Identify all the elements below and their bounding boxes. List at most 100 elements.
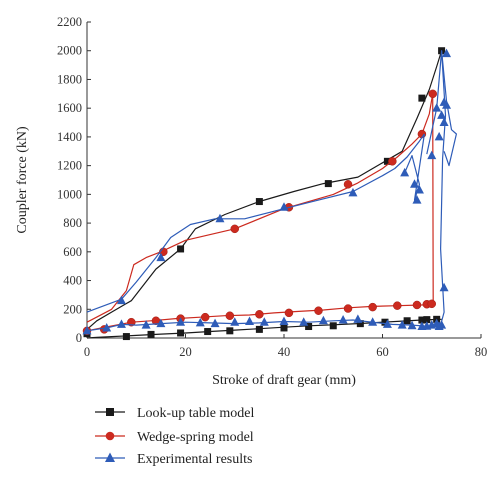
series-line-experimental-results (426, 50, 457, 167)
data-point-experimental-results (382, 319, 392, 328)
data-point-look-up-table-model (204, 328, 212, 336)
data-point-wedge-spring-model (255, 310, 264, 319)
data-point-experimental-results (176, 317, 186, 326)
data-point-look-up-table-model (177, 245, 185, 253)
data-point-experimental-results (410, 179, 420, 188)
data-point-experimental-results (116, 295, 126, 305)
y-tick-label: 1800 (57, 72, 82, 86)
data-point-experimental-results (195, 317, 205, 327)
data-point-look-up-table-model (383, 157, 391, 165)
x-tick-label: 20 (179, 345, 192, 359)
data-point-experimental-results (82, 325, 92, 335)
data-point-experimental-results (407, 320, 417, 330)
x-tick-label: 0 (84, 345, 90, 359)
data-point-experimental-results (434, 131, 444, 141)
data-point-wedge-spring-model (427, 299, 436, 309)
y-tick-label: 1000 (57, 187, 82, 201)
series-line-experimental-results (404, 133, 425, 201)
legend-label-wedge: Wedge-spring model (137, 430, 254, 445)
y-tick-label: 0 (76, 331, 82, 345)
plot-area: 0200400600800100012001400160018002000220… (57, 15, 487, 359)
data-point-experimental-results (215, 213, 225, 223)
y-tick-label: 1400 (57, 130, 82, 144)
y-ticks: 0 200 400 600 800 1000 1200 1400 1600 1800 2000 220… (57, 15, 91, 345)
series-line-experimental-results (440, 50, 447, 326)
series-line-wedge-spring-model (86, 93, 434, 332)
data-point-wedge-spring-model (368, 302, 377, 312)
data-point-experimental-results (338, 315, 348, 324)
data-point-experimental-results (353, 314, 363, 323)
data-point-look-up-table-model (403, 317, 411, 325)
y-tick-label: 600 (63, 245, 82, 259)
data-point-experimental-results (116, 319, 126, 328)
legend-label-lookup: Look-up table model (137, 406, 255, 421)
data-point-look-up-table-model (255, 325, 263, 333)
data-point-look-up-table-model (305, 323, 313, 331)
data-point-look-up-table-model (255, 198, 263, 206)
x-ticks: 0 20 40 60 80 (84, 334, 487, 359)
data-point-wedge-spring-model (230, 224, 239, 234)
data-point-look-up-table-model (122, 333, 130, 341)
series-line-experimental-results (86, 133, 425, 313)
data-point-experimental-results (397, 320, 407, 329)
data-point-wedge-spring-model (200, 312, 210, 322)
data-point-look-up-table-model (280, 324, 288, 332)
y-tick-label: 2000 (57, 44, 82, 58)
data-point-experimental-results (210, 318, 220, 328)
data-point-experimental-results (432, 103, 442, 112)
series-line-look-up-table-model (86, 50, 443, 330)
data-point-experimental-results (318, 315, 328, 325)
legend-item-lookup: Look-up table model (95, 406, 255, 421)
legend-item-experimental: Experimental results (95, 452, 252, 467)
data-point-experimental-results (439, 97, 449, 106)
series-layer (82, 47, 457, 341)
x-tick-label: 80 (475, 345, 488, 359)
data-point-wedge-spring-model (412, 300, 422, 310)
y-tick-label: 800 (63, 216, 82, 230)
x-axis-title: Stroke of draft gear (mm) (212, 373, 356, 388)
data-point-experimental-results (348, 187, 358, 197)
data-point-look-up-table-model (226, 327, 234, 335)
data-point-look-up-table-model (423, 316, 431, 324)
legend-marker-lookup (106, 408, 114, 416)
data-point-experimental-results (299, 317, 309, 326)
data-point-experimental-results (439, 117, 449, 127)
data-point-experimental-results (156, 318, 166, 328)
y-tick-label: 1600 (57, 101, 82, 115)
data-point-experimental-results (427, 150, 437, 160)
y-tick-label: 400 (63, 274, 82, 288)
data-point-experimental-results (439, 282, 449, 292)
data-point-look-up-table-model (418, 316, 426, 324)
data-point-experimental-results (141, 320, 151, 329)
data-point-wedge-spring-model (343, 180, 353, 189)
data-point-experimental-results (414, 185, 424, 194)
data-point-wedge-spring-model (284, 308, 294, 318)
data-point-wedge-spring-model (388, 157, 397, 166)
y-axis-title: Coupler force (kN) (15, 126, 30, 234)
series-wedge-spring-model (82, 89, 437, 336)
x-tick-label: 40 (278, 345, 291, 359)
data-point-look-up-table-model (329, 322, 337, 330)
legend-item-wedge: Wedge-spring model (95, 430, 254, 445)
data-point-experimental-results (279, 316, 289, 325)
data-point-experimental-results (156, 252, 166, 262)
legend-label-experimental: Experimental results (137, 452, 252, 467)
data-point-look-up-table-model (147, 330, 155, 338)
series-experimental-results (82, 48, 457, 335)
y-tick-label: 200 (63, 302, 82, 316)
series-line-wedge-spring-model (86, 93, 434, 323)
x-tick-label: 60 (376, 345, 389, 359)
data-point-experimental-results (245, 316, 255, 325)
y-tick-label: 2200 (57, 15, 82, 29)
data-point-experimental-results (437, 320, 447, 329)
legend: Look-up table model Wedge-spring model E… (95, 406, 255, 467)
data-point-experimental-results (102, 322, 112, 332)
data-point-experimental-results (368, 317, 378, 326)
data-point-experimental-results (400, 167, 410, 177)
data-point-experimental-results (230, 317, 240, 326)
legend-marker-experimental (105, 452, 115, 462)
data-point-wedge-spring-model (225, 311, 235, 320)
data-point-look-up-table-model (381, 318, 389, 326)
data-point-wedge-spring-model (314, 306, 323, 315)
